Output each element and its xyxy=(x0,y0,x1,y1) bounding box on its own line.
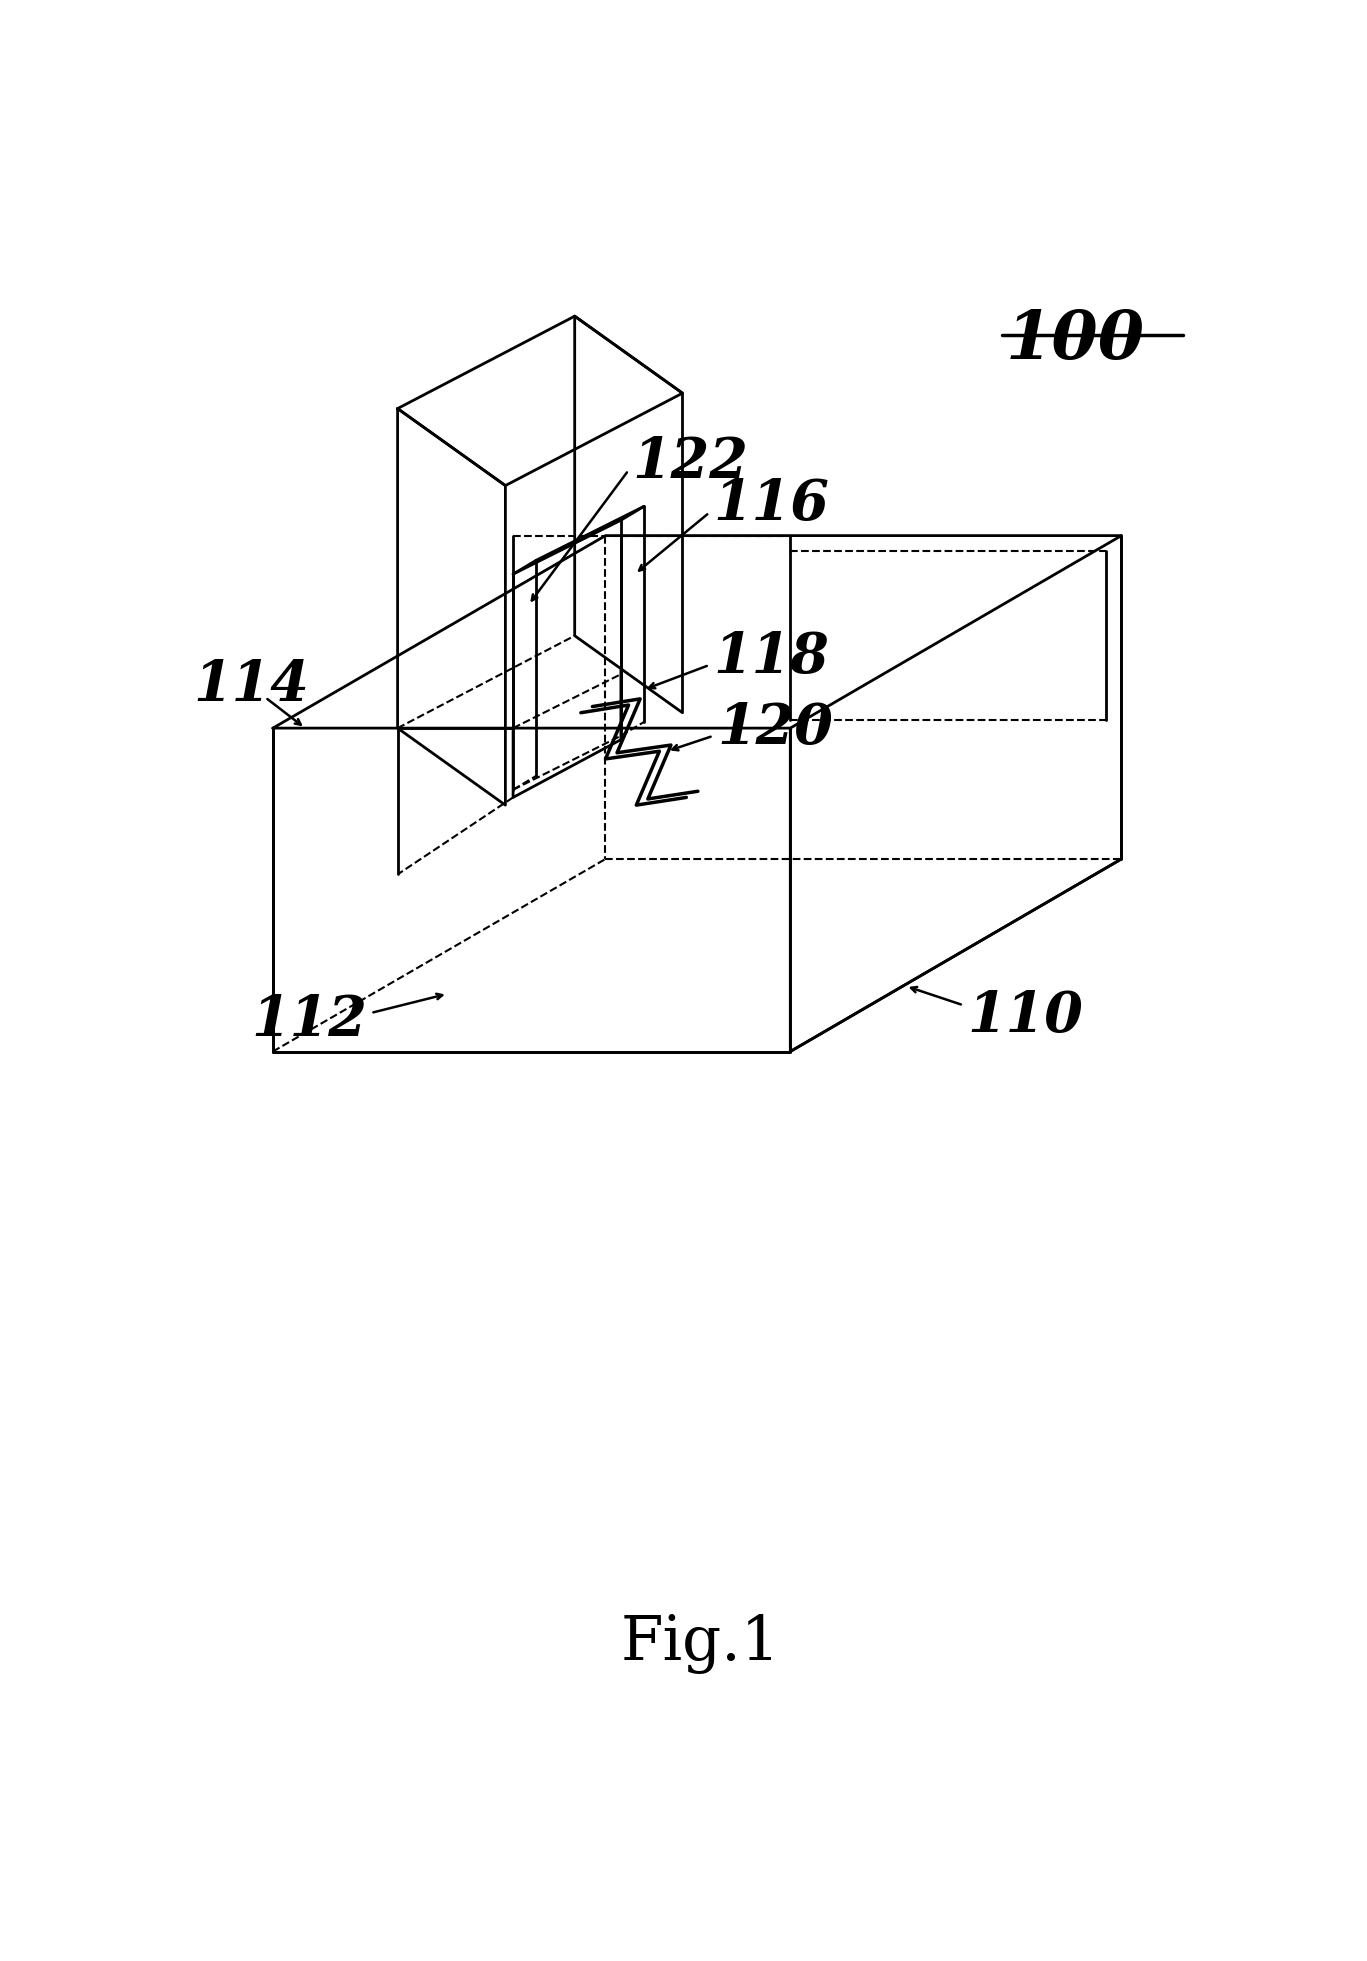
Text: 112: 112 xyxy=(252,992,368,1049)
Text: 114: 114 xyxy=(194,659,309,714)
Text: 122: 122 xyxy=(633,435,748,490)
Text: 110: 110 xyxy=(968,990,1083,1045)
Text: 118: 118 xyxy=(714,629,830,684)
Text: 120: 120 xyxy=(718,700,833,755)
Text: 116: 116 xyxy=(714,477,830,531)
Text: 100: 100 xyxy=(1006,308,1146,373)
Text: Fig.1: Fig.1 xyxy=(621,1614,781,1675)
